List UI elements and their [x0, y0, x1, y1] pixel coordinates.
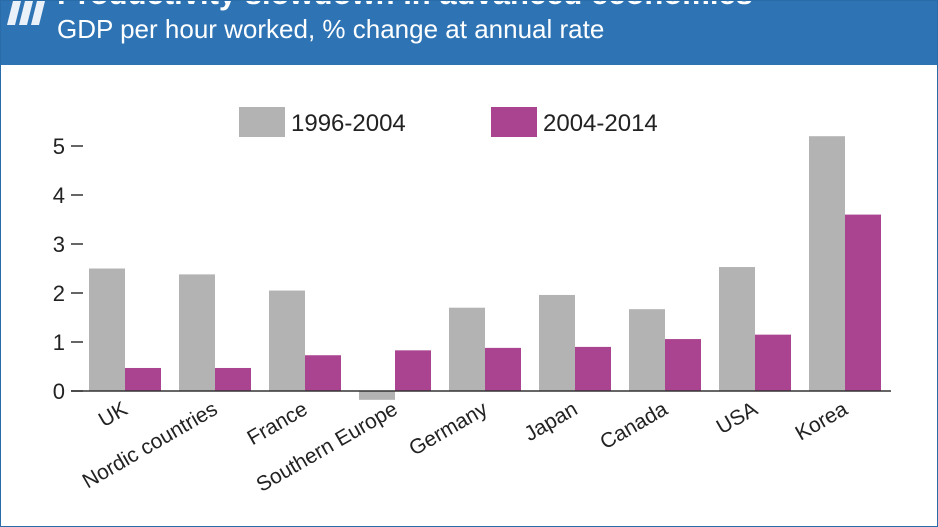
- legend-swatch-1996-2004: [239, 107, 285, 137]
- bar-korea-2004-2014: [845, 214, 881, 391]
- x-tick-label-france: France: [243, 397, 311, 450]
- x-tick-label-japan: Japan: [520, 397, 581, 446]
- chart-subtitle: GDP per hour worked, % change at annual …: [57, 14, 605, 44]
- bar-usa-2004-2014: [755, 334, 791, 391]
- bar-germany-1996-2004: [449, 307, 485, 391]
- y-tick-label-3: 3: [53, 232, 65, 257]
- bar-france-1996-2004: [269, 290, 305, 391]
- y-tick-label-5: 5: [53, 134, 65, 159]
- bar-uk-1996-2004: [89, 268, 125, 391]
- bar-france-2004-2014: [305, 355, 341, 391]
- y-axis: 0 1 2 3 4 5: [53, 134, 891, 404]
- legend-swatch-2004-2014: [491, 107, 537, 137]
- bars-group: [89, 136, 881, 400]
- bar-southern-europe-1996-2004: [359, 391, 395, 400]
- chart-header: Productivity slowdown in advanced econom…: [1, 1, 937, 65]
- chart-title: Productivity slowdown in advanced econom…: [57, 1, 753, 13]
- bar-southern-europe-2004-2014: [395, 350, 431, 391]
- bar-uk-2004-2014: [125, 367, 161, 391]
- x-tick-label-uk: UK: [95, 397, 132, 432]
- bar-japan-1996-2004: [539, 294, 575, 391]
- x-tick-label-korea: Korea: [791, 397, 851, 445]
- legend-label-2004-2014: 2004-2014: [543, 110, 658, 137]
- y-tick-label-0: 0: [53, 379, 65, 404]
- x-tick-label-usa: USA: [713, 397, 762, 439]
- bar-nordic-countries-1996-2004: [179, 274, 215, 391]
- bar-usa-1996-2004: [719, 267, 755, 391]
- x-tick-label-germany: Germany: [405, 397, 492, 460]
- bar-canada-2004-2014: [665, 339, 701, 391]
- chart-area: 1996-2004 2004-2014 0 1 2 3 4 5 UK Nordic count…: [1, 65, 937, 526]
- x-tick-label-canada: Canada: [596, 397, 671, 454]
- bar-nordic-countries-2004-2014: [215, 367, 251, 391]
- legend-label-1996-2004: 1996-2004: [291, 110, 406, 137]
- bar-germany-2004-2014: [485, 347, 521, 391]
- bar-korea-1996-2004: [809, 136, 845, 391]
- y-tick-label-4: 4: [53, 183, 65, 208]
- bar-japan-2004-2014: [575, 346, 611, 391]
- oecd-logo-icon: [7, 1, 45, 25]
- y-tick-label-1: 1: [53, 330, 65, 355]
- y-tick-label-2: 2: [53, 281, 65, 306]
- bar-canada-1996-2004: [629, 309, 665, 391]
- legend: 1996-2004 2004-2014: [239, 107, 658, 137]
